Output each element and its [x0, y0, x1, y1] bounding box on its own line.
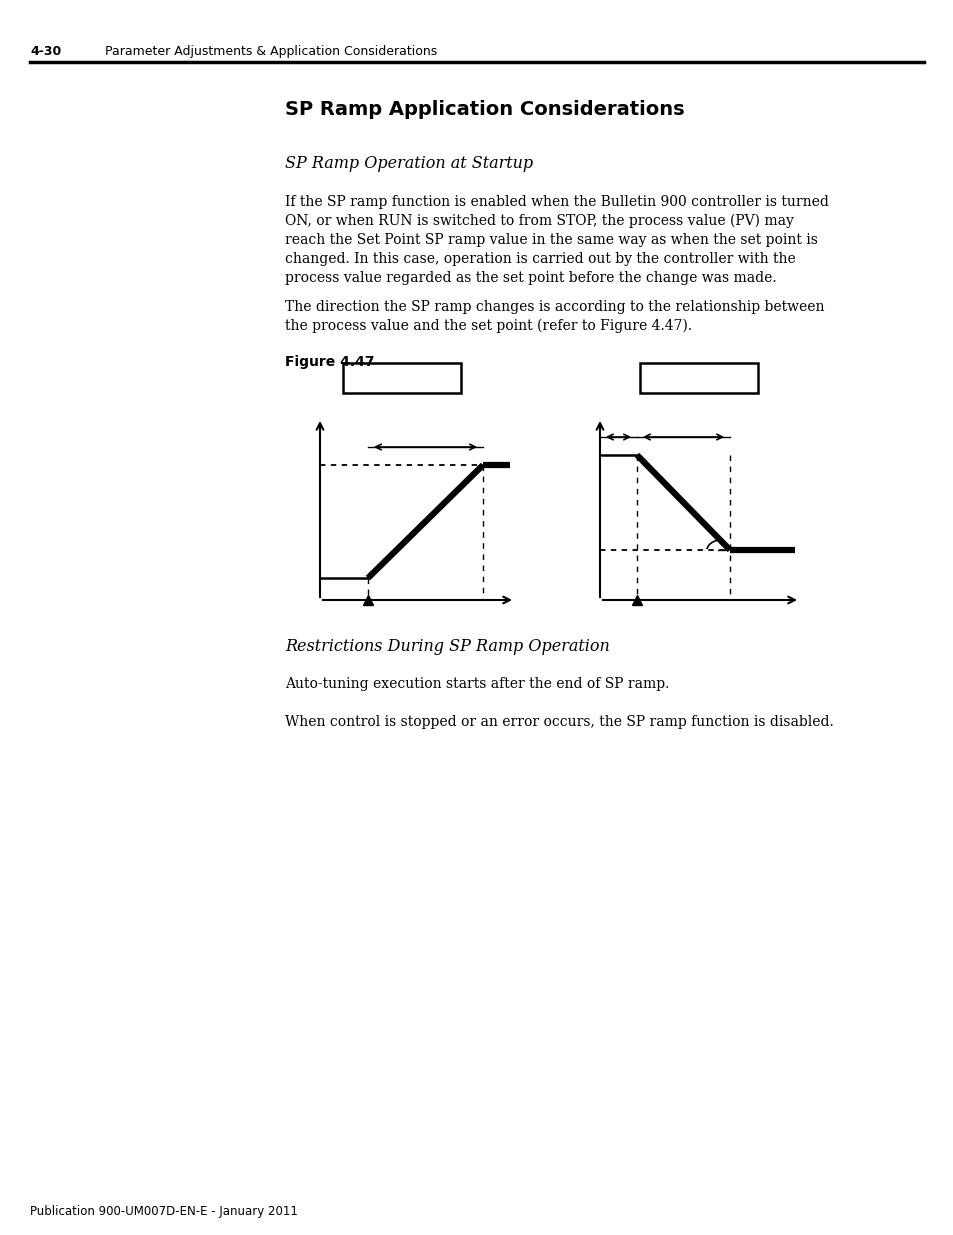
Text: The direction the SP ramp changes is according to the relationship between: The direction the SP ramp changes is acc…: [285, 300, 823, 314]
Text: SP Ramp Application Considerations: SP Ramp Application Considerations: [285, 100, 684, 119]
Text: Parameter Adjustments & Application Considerations: Parameter Adjustments & Application Cons…: [105, 44, 436, 58]
Bar: [343, 363, 460, 393]
Text: Restrictions During SP Ramp Operation: Restrictions During SP Ramp Operation: [285, 638, 609, 655]
Text: When control is stopped or an error occurs, the SP ramp function is disabled.: When control is stopped or an error occu…: [285, 715, 833, 729]
Text: Figure 4.47: Figure 4.47: [285, 354, 375, 369]
Bar: [639, 363, 758, 393]
Text: reach the Set Point SP ramp value in the same way as when the set point is: reach the Set Point SP ramp value in the…: [285, 233, 817, 247]
Text: Publication 900-UM007D-EN-E - January 2011: Publication 900-UM007D-EN-E - January 20…: [30, 1205, 297, 1218]
Text: changed. In this case, operation is carried out by the controller with the: changed. In this case, operation is carr…: [285, 252, 795, 266]
Text: 4-30: 4-30: [30, 44, 61, 58]
Text: the process value and the set point (refer to Figure 4.47).: the process value and the set point (ref…: [285, 319, 691, 333]
Text: If the SP ramp function is enabled when the Bulletin 900 controller is turned: If the SP ramp function is enabled when …: [285, 195, 828, 209]
Text: ON, or when RUN is switched to from STOP, the process value (PV) may: ON, or when RUN is switched to from STOP…: [285, 214, 793, 228]
Text: Auto-tuning execution starts after the end of SP ramp.: Auto-tuning execution starts after the e…: [285, 677, 669, 692]
Text: SP Ramp Operation at Startup: SP Ramp Operation at Startup: [285, 156, 533, 172]
Text: process value regarded as the set point before the change was made.: process value regarded as the set point …: [285, 270, 776, 285]
